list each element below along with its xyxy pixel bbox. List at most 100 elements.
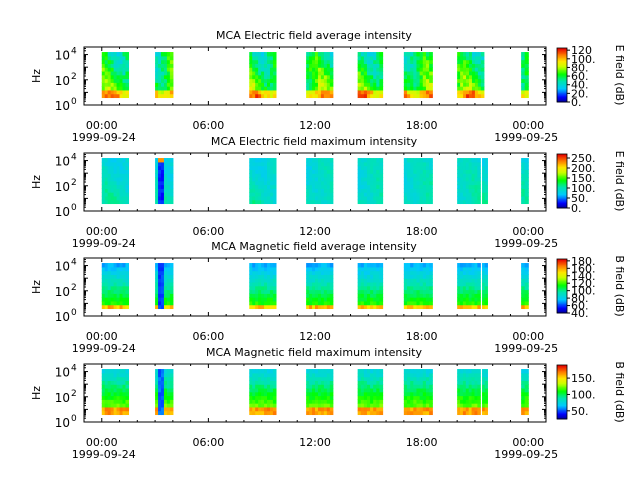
spectrogram-cell [113, 173, 118, 178]
spectrogram-cell [264, 180, 268, 186]
spectrogram-cell [521, 188, 526, 193]
spectrogram-cell [471, 274, 476, 279]
spectrogram-cell [122, 180, 127, 186]
spectrogram-cell [482, 372, 486, 378]
colorbar-swatch [557, 269, 567, 272]
spectrogram-cell [360, 297, 365, 302]
spectrogram-cell [373, 195, 377, 201]
spectrogram-cell [249, 192, 253, 197]
spectrogram-cell [169, 59, 174, 64]
spectrogram-cell [521, 266, 526, 272]
spectrogram-cell [477, 195, 481, 201]
spectrogram-cell [104, 266, 109, 272]
colorbar-swatch [557, 185, 567, 187]
spectrogram-cell [326, 67, 331, 72]
spectrogram-cell [315, 89, 319, 95]
spectrogram-cell [113, 86, 118, 91]
spectrogram-cell [249, 410, 253, 416]
spectrogram-cell [407, 70, 411, 76]
spectrogram-cell [163, 380, 168, 385]
spectrogram-cell [158, 169, 162, 174]
spectrogram-cell [410, 387, 414, 393]
spectrogram-cell [403, 387, 408, 393]
spectrogram-cell [272, 281, 277, 287]
spectrogram-cell [363, 63, 368, 68]
spectrogram-cell [267, 274, 271, 279]
spectrogram-cell [267, 63, 271, 68]
spectrogram-cell [163, 387, 168, 393]
spectrogram-cell [429, 59, 433, 64]
spectrogram-cell [457, 300, 461, 306]
spectrogram-cell [249, 372, 253, 378]
spectrogram-cell [264, 403, 268, 408]
spectrogram-cell [370, 293, 374, 298]
colorbar-swatch [557, 280, 567, 283]
spectrogram-cell [425, 285, 430, 291]
spectrogram-cell [471, 89, 476, 95]
spectrogram-cell [379, 74, 384, 80]
spectrogram-cell [376, 195, 381, 201]
colorbar-swatch [557, 385, 567, 388]
spectrogram-cell [267, 158, 271, 163]
spectrogram-cell [169, 70, 174, 76]
spectrogram-cell [249, 93, 253, 99]
spectrogram-cell [460, 387, 464, 393]
spectrogram-cell [161, 380, 165, 385]
spectrogram-cell [463, 55, 467, 61]
spectrogram-cell [363, 263, 368, 268]
spectrogram-cell [272, 289, 277, 294]
spectrogram-cell [326, 55, 331, 61]
spectrogram-cell [482, 304, 486, 310]
spectrogram-cell [252, 173, 256, 178]
spectrogram-cell [107, 52, 112, 57]
spectrogram-cell [261, 387, 265, 393]
spectrogram-cell [315, 376, 319, 381]
spectrogram-cell [480, 93, 485, 99]
spectrogram-cell [469, 63, 473, 68]
spectrogram-cell [373, 285, 377, 291]
y-tick-exponent: 0 [71, 203, 77, 213]
spectrogram-cell [477, 395, 481, 400]
spectrogram-cell [122, 158, 127, 163]
spectrogram-cell [155, 293, 159, 298]
spectrogram-cell [457, 67, 461, 72]
spectrogram-cell [474, 165, 478, 170]
spectrogram-cell [317, 403, 322, 408]
spectrogram-cell [252, 380, 256, 385]
spectrogram-cell [366, 380, 371, 385]
spectrogram-cell [317, 263, 322, 268]
spectrogram-cell [524, 293, 529, 298]
spectrogram-cell [101, 82, 106, 87]
spectrogram-cell [161, 384, 165, 389]
spectrogram-cell [267, 369, 271, 374]
colorbar-swatch [557, 164, 567, 167]
spectrogram-cell [326, 199, 331, 205]
x-tick-label: 18:00 [406, 330, 438, 343]
spectrogram-cell [267, 86, 271, 91]
spectrogram-cell [258, 372, 262, 378]
colorbar-swatch [557, 298, 567, 300]
spectrogram-cell [425, 158, 430, 163]
spectrogram-cell [158, 86, 162, 91]
spectrogram-cell [460, 285, 464, 291]
spectrogram-cell [403, 297, 408, 302]
spectrogram-cell [419, 55, 424, 61]
spectrogram-cell [155, 278, 159, 283]
spectrogram-cell [122, 55, 127, 61]
spectrogram-cell [326, 169, 331, 174]
spectrogram-cell [163, 406, 168, 412]
spectrogram-cell [474, 161, 478, 167]
spectrogram-cell [416, 376, 421, 381]
spectrogram-cell [309, 59, 313, 64]
spectrogram-cell [116, 199, 121, 205]
spectrogram-cell [101, 70, 106, 76]
spectrogram-cell [306, 59, 310, 64]
spectrogram-cell [457, 192, 461, 197]
colorbar-swatch [557, 292, 567, 295]
spectrogram-cell [249, 399, 253, 404]
spectrogram-cell [419, 59, 424, 64]
spectrogram-cell [309, 399, 313, 404]
spectrogram-cell [315, 176, 319, 182]
spectrogram-cell [329, 300, 334, 306]
spectrogram-cell [312, 184, 316, 189]
